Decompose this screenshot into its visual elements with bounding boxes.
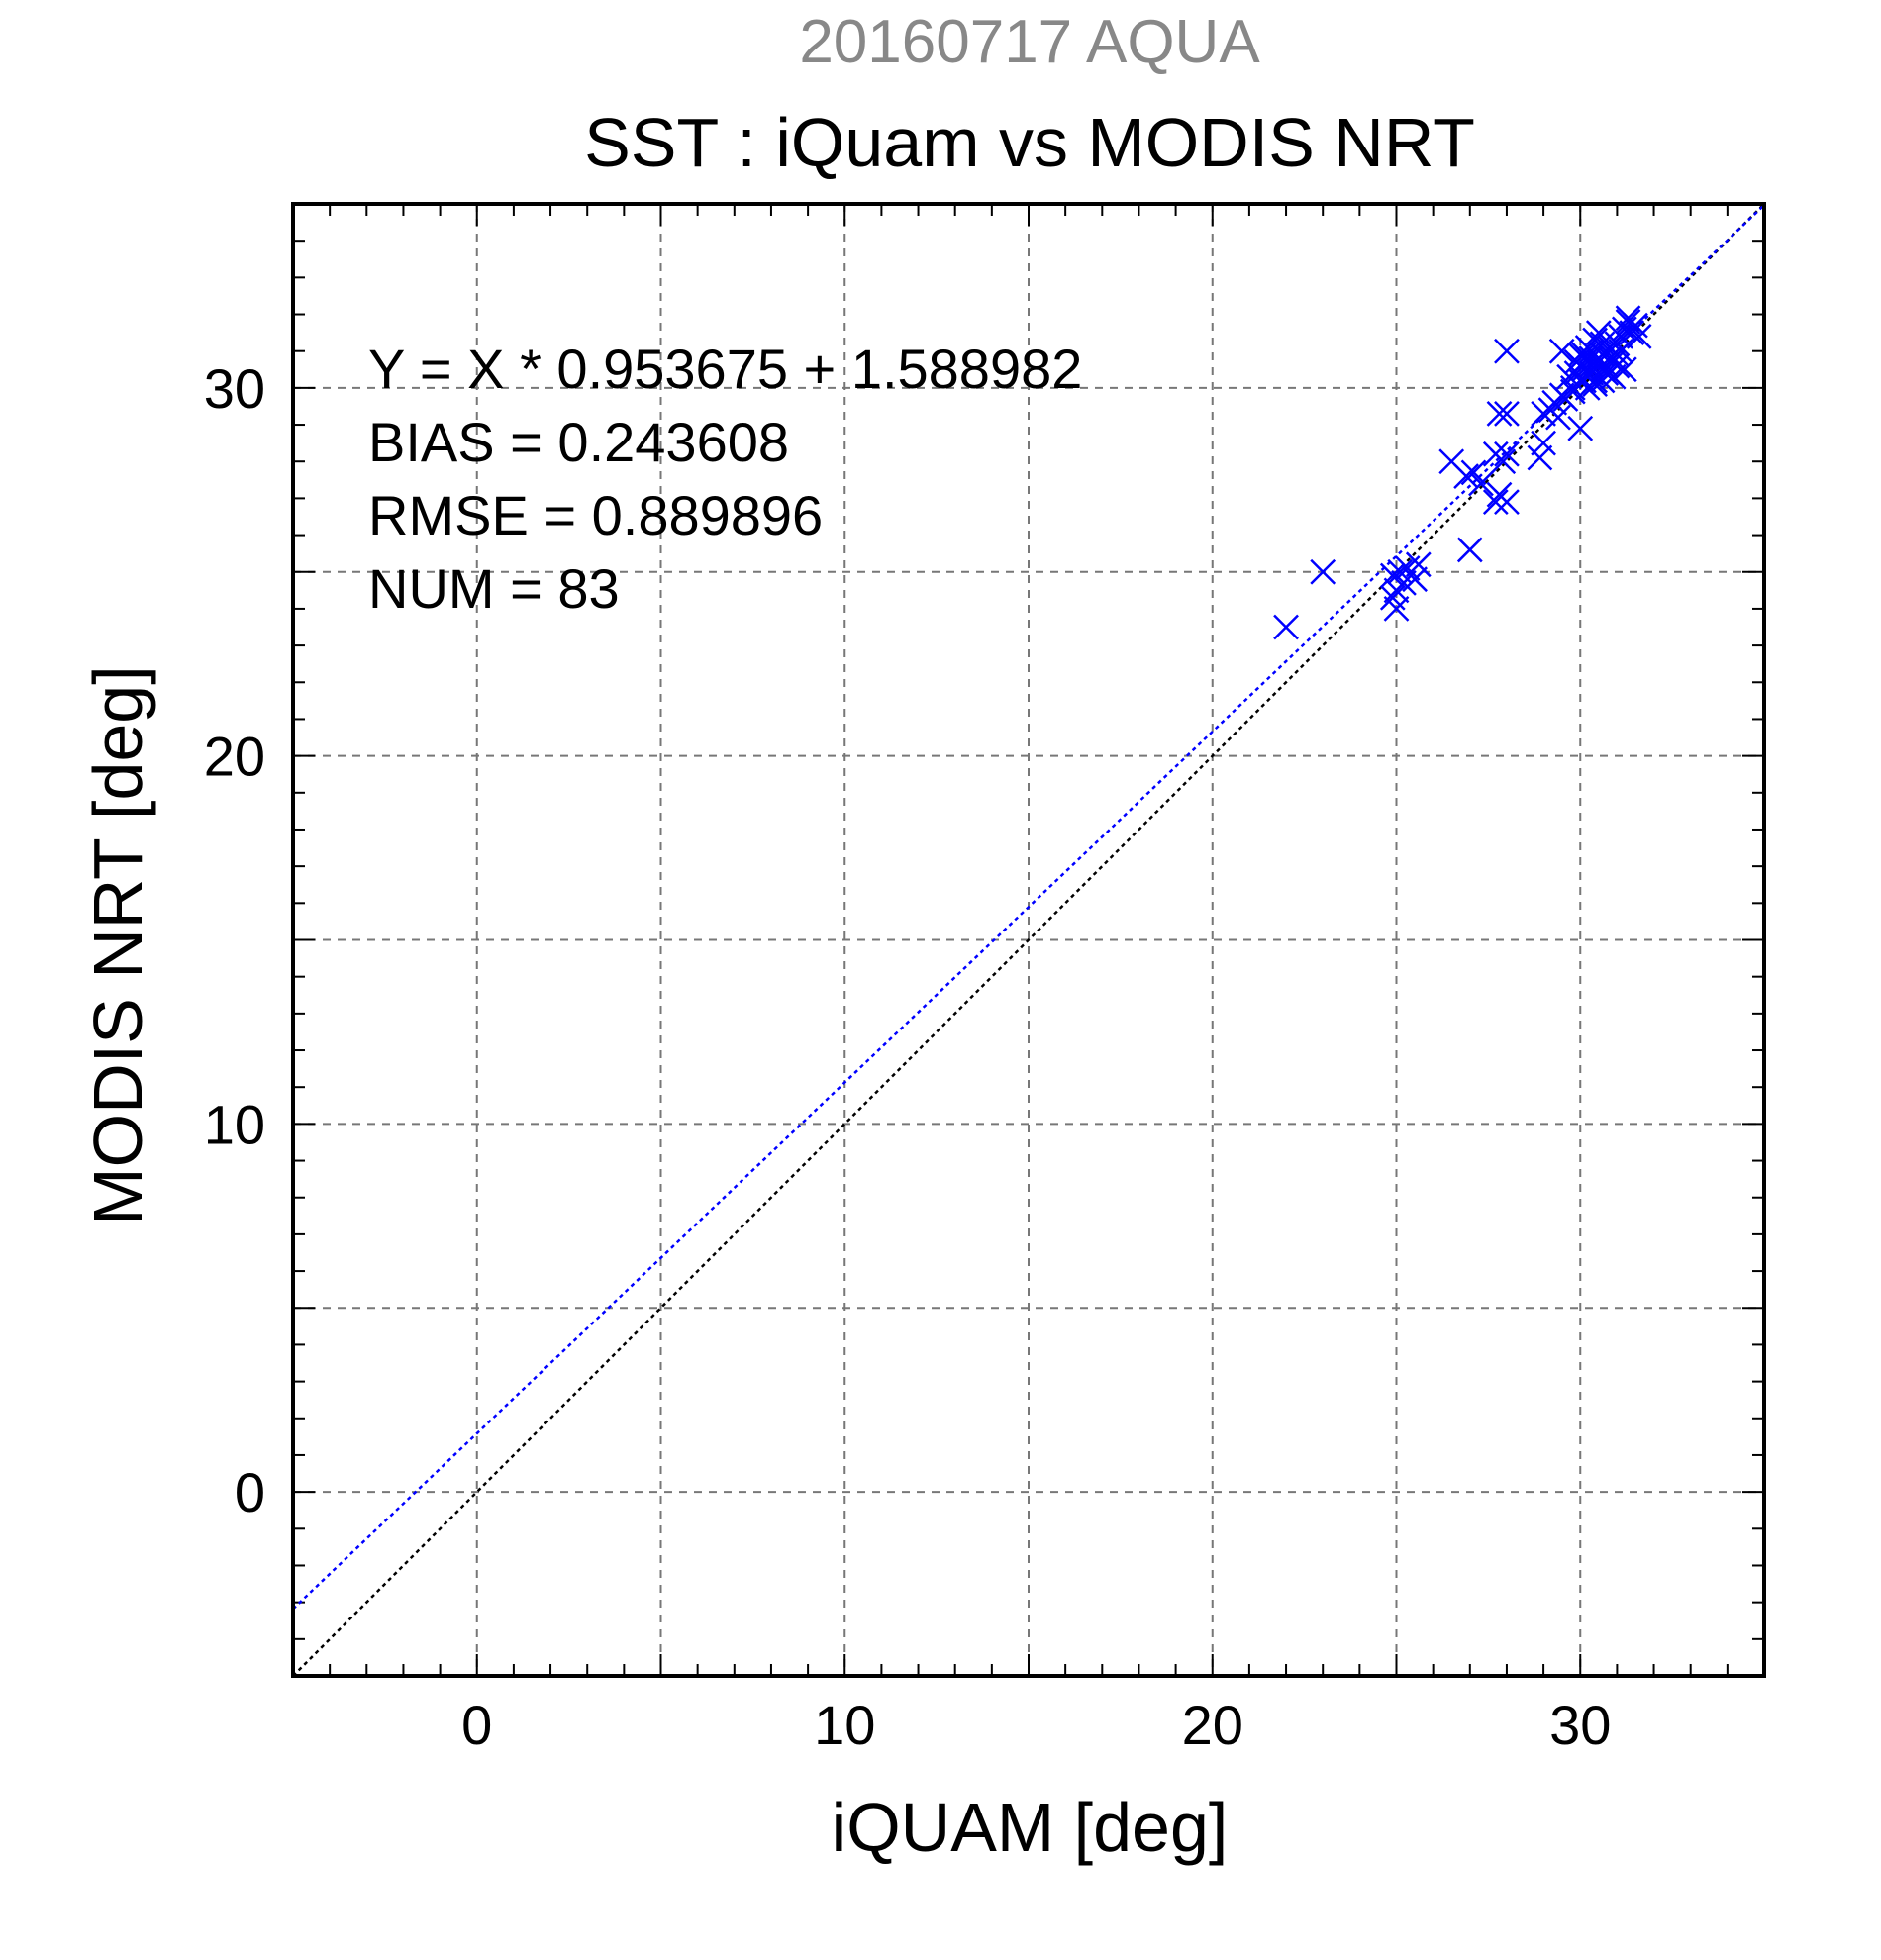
data-point — [1468, 470, 1494, 497]
data-point — [1608, 338, 1634, 364]
x-tick-label: 10 — [814, 1694, 875, 1756]
stats-box: Y = X * 0.953675 + 1.588982 BIAS = 0.243… — [368, 338, 1082, 620]
chart-title-date: 20160717 AQUA — [799, 8, 1260, 76]
identity-line — [292, 203, 1765, 1677]
data-point — [1494, 489, 1520, 516]
data-point — [1379, 584, 1406, 611]
data-point — [1405, 551, 1432, 578]
data-point — [1527, 444, 1553, 471]
data-point — [1310, 558, 1336, 585]
data-point — [1273, 614, 1299, 640]
x-tick-label: 30 — [1549, 1694, 1611, 1756]
data-point — [1545, 404, 1571, 431]
data-point — [1456, 537, 1483, 563]
y-tick-label: 0 — [235, 1461, 265, 1523]
data-point — [1559, 378, 1586, 405]
data-point — [1494, 338, 1520, 364]
data-point — [1453, 463, 1479, 489]
rmse-stat: RMSE = 0.889896 — [368, 484, 823, 546]
data-point — [1486, 401, 1513, 427]
data-point — [1593, 360, 1620, 386]
data-point — [1482, 489, 1509, 516]
y-tick-label: 20 — [204, 726, 265, 788]
y-tick-label: 30 — [204, 357, 265, 420]
y-axis-label: MODIS NRT [deg] — [79, 665, 156, 1225]
data-point — [1402, 566, 1428, 593]
reference-lines — [292, 203, 1765, 1677]
regression-equation: Y = X * 0.953675 + 1.588982 — [368, 338, 1082, 400]
x-tick-label: 0 — [461, 1694, 492, 1756]
data-point — [1548, 338, 1575, 364]
data-point — [1600, 363, 1627, 390]
grid-lines — [293, 204, 1764, 1676]
data-point — [1589, 331, 1616, 357]
num-stat: NUM = 83 — [368, 557, 620, 620]
regression-line — [292, 204, 1765, 1611]
data-point — [1460, 459, 1487, 486]
data-point — [1567, 415, 1594, 441]
data-point — [1571, 342, 1597, 368]
tick-labels: 0 10 20 30 0 10 20 30 — [204, 357, 1612, 1756]
data-point — [1567, 367, 1594, 394]
x-tick-label: 20 — [1182, 1694, 1243, 1756]
data-point — [1531, 430, 1556, 456]
data-point — [1626, 323, 1652, 349]
data-point — [1379, 562, 1406, 589]
data-point — [1494, 441, 1520, 467]
x-axis-label: iQUAM [deg] — [832, 1789, 1229, 1866]
chart-title: SST : iQuam vs MODIS NRT — [584, 104, 1475, 181]
data-point — [1619, 320, 1645, 345]
data-point — [1490, 448, 1517, 475]
data-point — [1615, 305, 1641, 332]
plot-frame — [291, 202, 1766, 1678]
data-point — [1387, 558, 1414, 585]
y-tick-label: 10 — [204, 1093, 265, 1155]
data-point — [1494, 401, 1520, 427]
bias-stat: BIAS = 0.243608 — [368, 411, 789, 473]
data-points — [1273, 305, 1652, 640]
